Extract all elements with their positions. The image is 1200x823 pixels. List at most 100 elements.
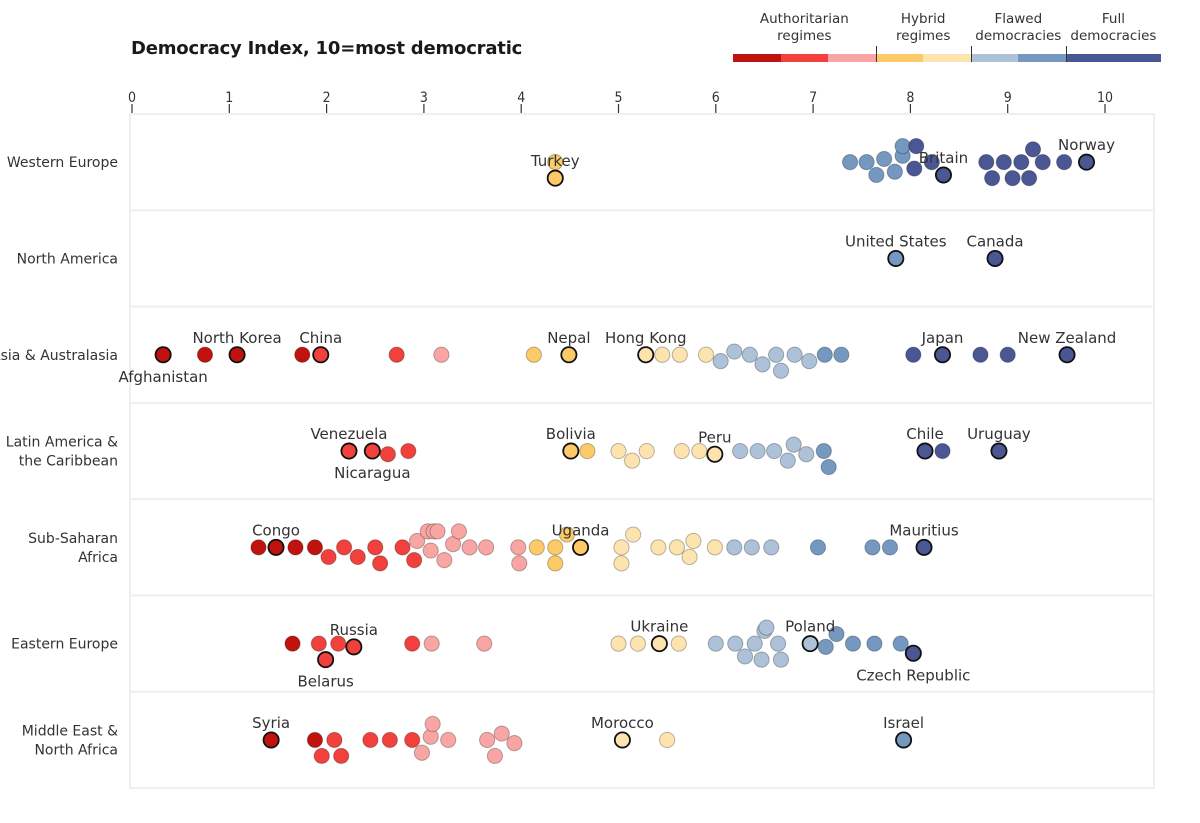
country-dot (413, 744, 431, 761)
country-dot (333, 747, 350, 765)
highlighted-country-dot (904, 644, 922, 662)
country-label: Morocco (591, 714, 654, 732)
country-dot (772, 362, 790, 379)
highlighted-country-dot (887, 249, 905, 267)
highlighted-country-dot (986, 249, 1004, 267)
country-dot (844, 635, 862, 652)
country-dot (1004, 170, 1021, 187)
country-dot (294, 346, 311, 363)
country-dot (406, 552, 423, 569)
country-dot (367, 539, 384, 556)
highlighted-country-dot (801, 635, 819, 653)
country-dot (753, 651, 770, 668)
legend-label: Authoritarian regimes (759, 11, 849, 44)
country-dot (547, 555, 564, 572)
country-dot (768, 346, 785, 363)
country-dot (743, 539, 760, 556)
country-dot (746, 635, 763, 652)
country-label: Congo (252, 521, 300, 539)
country-dot (650, 539, 667, 556)
country-dot (250, 539, 267, 556)
country-dot (754, 356, 771, 373)
x-tick-label: 5 (614, 90, 622, 106)
country-dot (422, 542, 439, 559)
country-dot (450, 523, 468, 540)
row-label: Eastern Europe (11, 637, 118, 653)
region-row: Eastern Europe Belarus Russia Ukraine Poland… (11, 594, 1155, 693)
highlighted-country-dot (637, 346, 655, 364)
country-dot (671, 346, 688, 363)
country-dot (766, 442, 783, 460)
legend-swatch (1113, 54, 1162, 62)
country-dot (670, 635, 687, 652)
country-label: Czech Republic (856, 666, 970, 684)
country-dot (858, 154, 875, 171)
country-dot (741, 346, 758, 363)
country-dot (828, 625, 845, 643)
country-dot (1024, 141, 1042, 158)
country-dot (486, 747, 504, 765)
country-label: Uganda (552, 521, 610, 539)
x-tick-label: 3 (420, 90, 428, 106)
country-dot (841, 154, 859, 171)
x-axis: 0 1 2 3 4 5 6 7 8 9 10 (128, 90, 1113, 114)
country-dot (613, 555, 630, 572)
country-dot (579, 442, 596, 460)
country-dot (685, 532, 702, 550)
country-dot (306, 731, 324, 749)
country-dot (1013, 154, 1030, 171)
country-dot (892, 635, 909, 652)
country-label: Israel (883, 714, 924, 732)
country-dot (763, 539, 780, 556)
highlighted-country-dot (934, 166, 952, 184)
country-dot (547, 539, 564, 556)
row-label: North America (17, 251, 118, 267)
legend-swatch (828, 54, 877, 62)
country-dot (706, 539, 723, 556)
legend-label: Hybrid regimes (896, 11, 951, 44)
country-dot (659, 731, 676, 749)
country-dot (732, 442, 749, 460)
x-tick-label: 8 (906, 90, 914, 106)
country-dot (906, 160, 923, 177)
highlighted-country-dot (363, 442, 381, 460)
highlighted-country-dot (1078, 153, 1096, 171)
country-dot (306, 539, 324, 556)
country-label: Hong Kong (605, 329, 687, 347)
country-dot (394, 539, 411, 556)
country-dot (820, 458, 837, 476)
highlighted-country-dot (650, 635, 668, 653)
country-dot (798, 446, 815, 463)
legend-swatch (1018, 54, 1067, 62)
country-dot (349, 548, 366, 566)
country-label: Russia (330, 621, 378, 639)
country-label: Britain (919, 149, 968, 167)
country-dot (287, 539, 304, 556)
country-dot (809, 539, 827, 556)
country-label: Mauritius (889, 521, 959, 539)
country-dot (506, 735, 523, 752)
country-dot (712, 353, 729, 370)
country-dot (525, 346, 542, 363)
legend-divider (875, 46, 877, 62)
country-dot (404, 635, 421, 652)
legend: Authoritarian regimes Hybrid regimes Flawe… (733, 8, 1162, 64)
country-label: Turkey (530, 152, 580, 170)
country-dot (866, 635, 883, 652)
country-dot (697, 346, 715, 363)
country-label: Canada (967, 232, 1024, 250)
country-dot (727, 635, 744, 652)
country-dot (978, 154, 995, 171)
legend-swatch (780, 54, 829, 62)
country-dot (613, 539, 630, 556)
highlighted-country-dot (990, 442, 1008, 460)
highlighted-country-dot (312, 346, 330, 364)
highlighted-country-dot (934, 346, 952, 364)
country-label: Venezuela (310, 425, 387, 443)
row-label: Western Europe (7, 155, 118, 171)
country-dot (400, 442, 417, 460)
country-dot (726, 343, 743, 360)
country-dot (772, 651, 790, 668)
highlighted-country-dot (154, 346, 172, 364)
